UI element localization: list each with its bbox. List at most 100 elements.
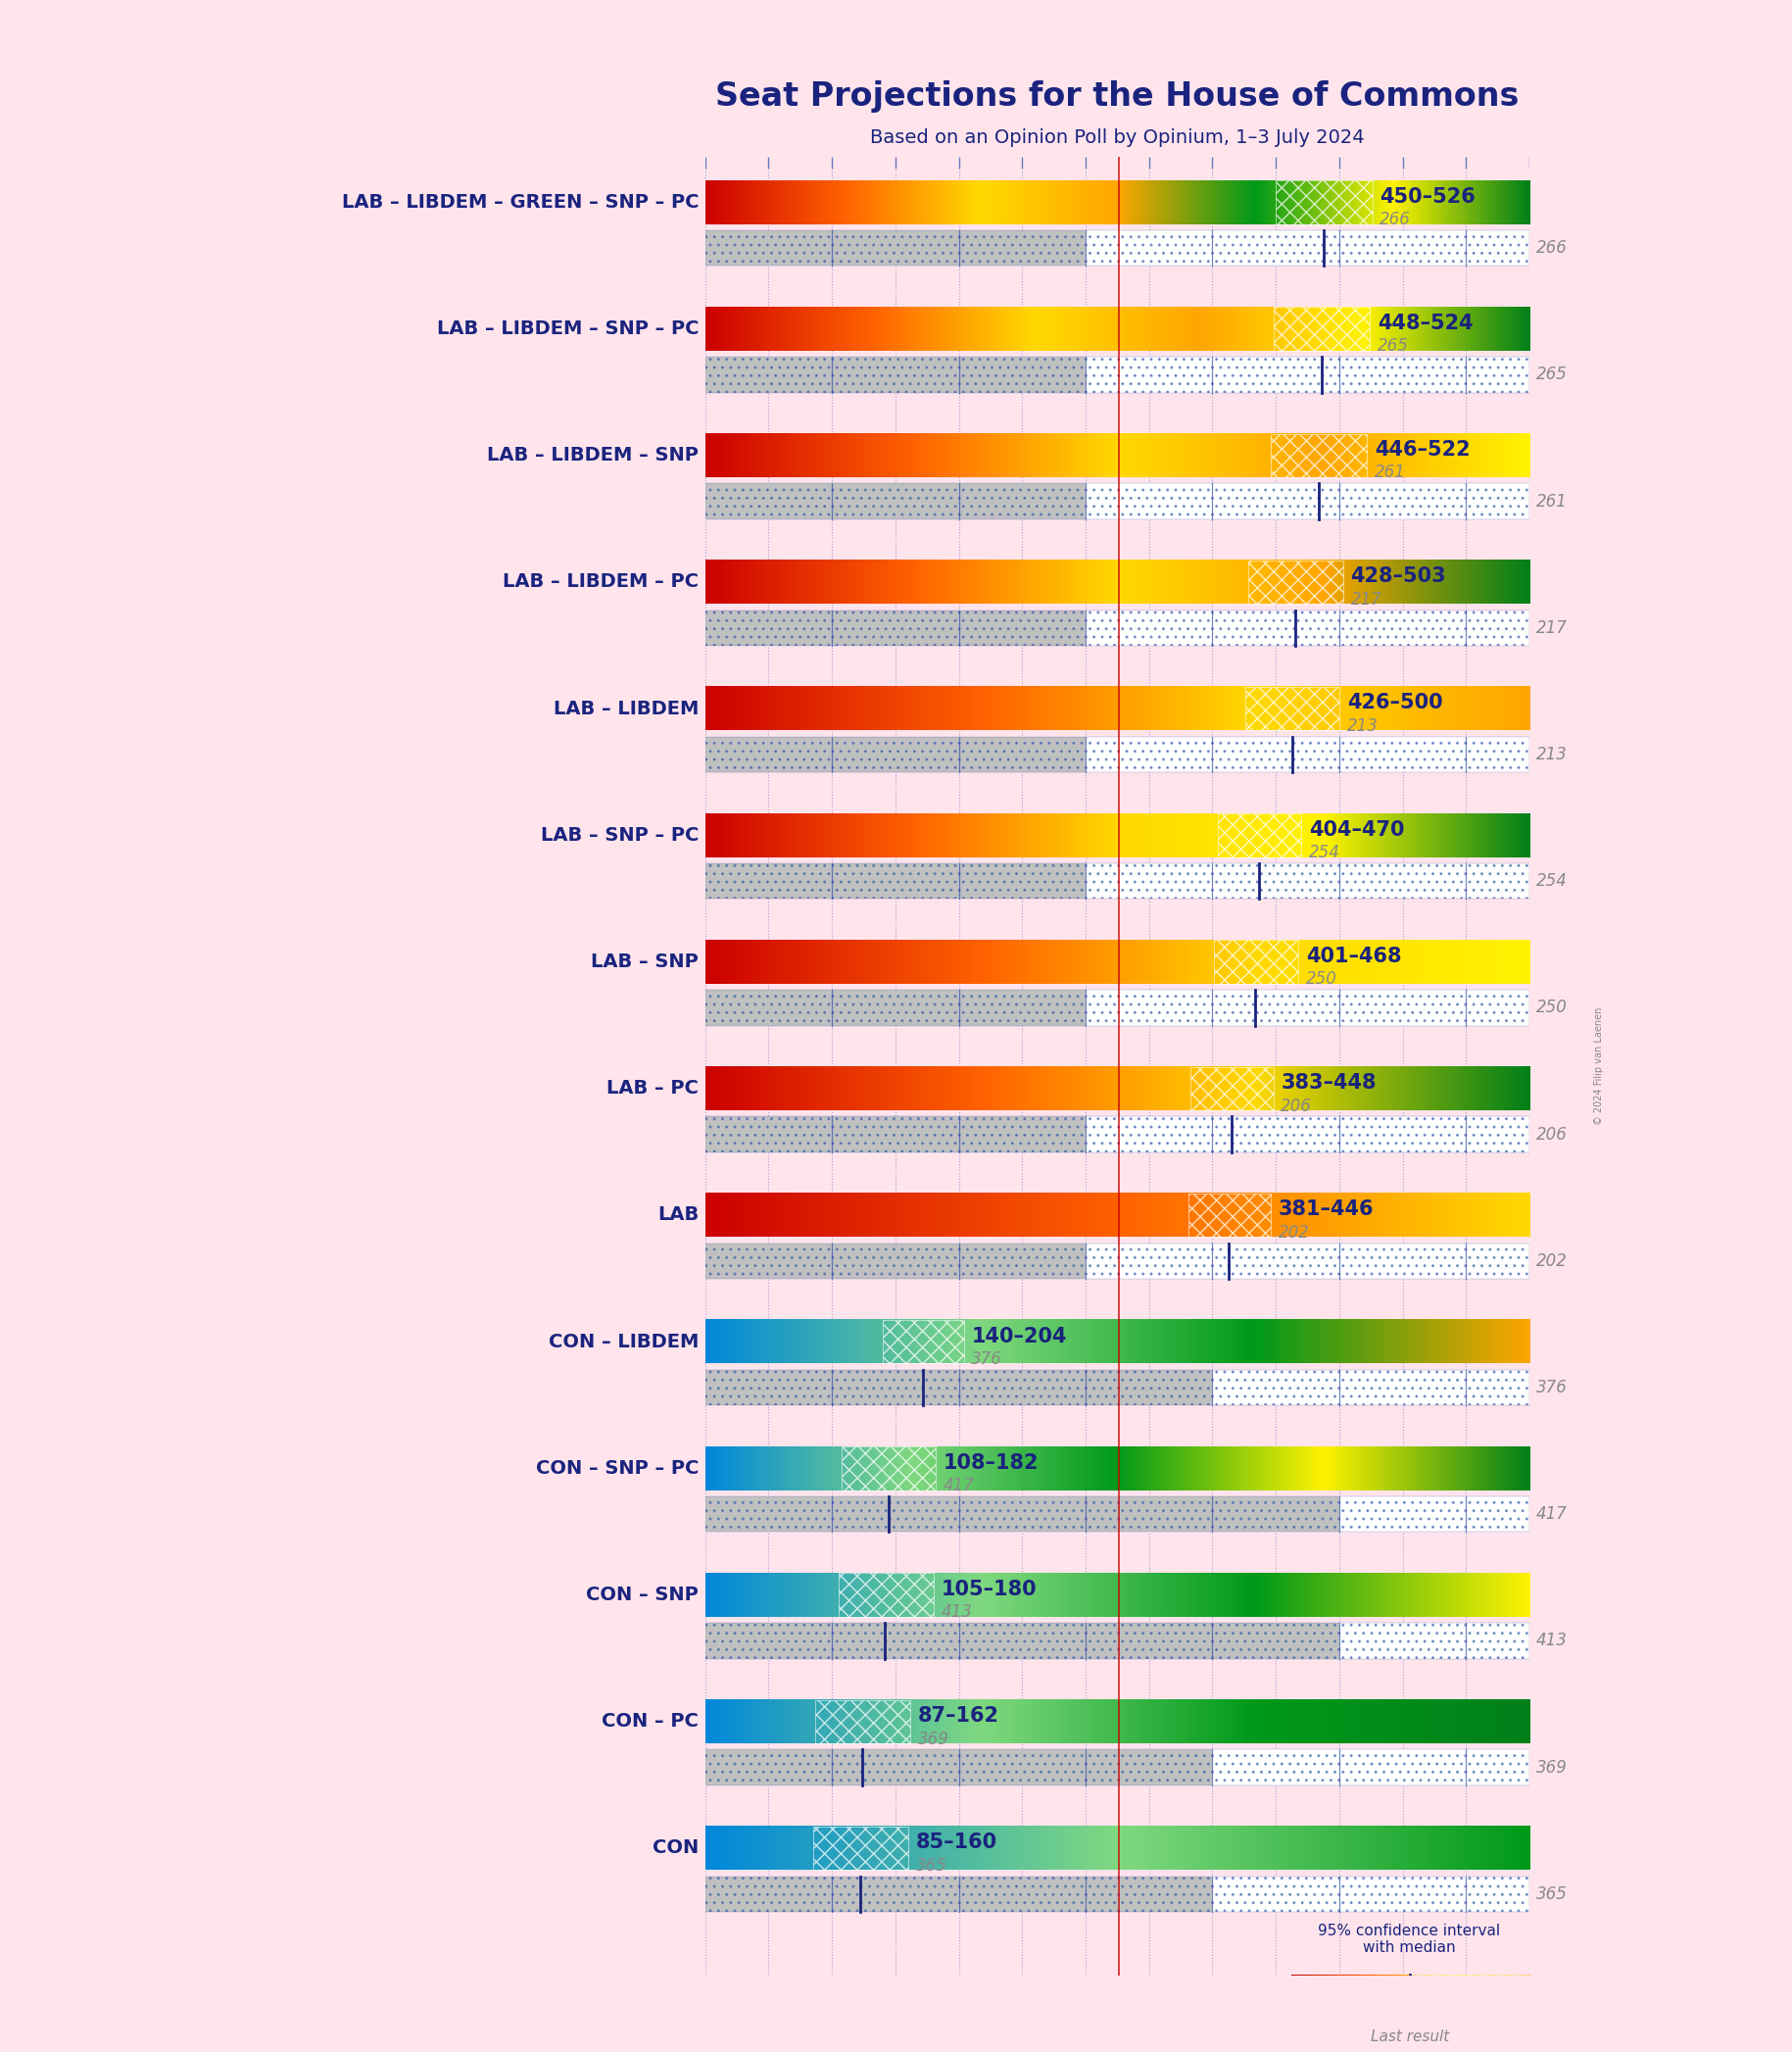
Text: 261: 261 (1536, 492, 1566, 511)
Bar (959, 609, 1086, 646)
Bar (1217, 813, 1301, 858)
Bar (959, 1371, 1086, 1406)
Bar (1339, 1750, 1466, 1785)
Text: 261: 261 (1374, 464, 1407, 482)
Bar (1245, 687, 1339, 731)
Bar (959, 1496, 1086, 1533)
Bar (704, 484, 831, 519)
Text: CON – PC: CON – PC (602, 1711, 699, 1730)
Bar (1339, 1116, 1466, 1151)
Bar (1339, 1244, 1466, 1278)
Bar (1086, 1371, 1213, 1406)
Bar (959, 1876, 1086, 1912)
Bar (1213, 1750, 1339, 1785)
Text: 417: 417 (944, 1477, 975, 1494)
Bar (704, 1876, 831, 1912)
Text: 376: 376 (971, 1350, 1004, 1369)
Bar (831, 1496, 959, 1533)
Bar (839, 1574, 934, 1617)
Text: LAB – LIBDEM: LAB – LIBDEM (554, 700, 699, 718)
Bar (1339, 1496, 1466, 1533)
Bar (1213, 1371, 1339, 1406)
Bar (1339, 737, 1466, 772)
Bar (704, 1371, 831, 1406)
Bar (704, 1244, 1529, 1278)
Text: LAB – LIBDEM – SNP: LAB – LIBDEM – SNP (487, 445, 699, 464)
Bar (704, 737, 831, 772)
Bar (1466, 609, 1529, 646)
Bar (831, 1876, 959, 1912)
Bar (959, 737, 1086, 772)
Bar (1339, 1371, 1466, 1406)
Bar (959, 864, 1086, 899)
Text: 213: 213 (1536, 745, 1566, 763)
Text: 426–500: 426–500 (1348, 694, 1443, 712)
Bar (959, 989, 1086, 1026)
Bar (704, 864, 1529, 899)
Text: 202: 202 (1536, 1252, 1566, 1270)
Bar (831, 230, 959, 267)
Bar (1466, 1623, 1529, 1658)
Bar (1086, 484, 1213, 519)
Text: 95% confidence interval
with median: 95% confidence interval with median (1317, 1923, 1500, 1956)
Bar (704, 1371, 1529, 1406)
Bar (1274, 308, 1369, 351)
Bar (1276, 181, 1373, 224)
Bar (1290, 2001, 1410, 2023)
Bar (1213, 1244, 1339, 1278)
Text: LAB – SNP: LAB – SNP (591, 952, 699, 971)
Bar (1466, 989, 1529, 1026)
Text: 265: 265 (1378, 337, 1409, 355)
Bar (1466, 230, 1529, 267)
Text: LAB – LIBDEM – GREEN – SNP – PC: LAB – LIBDEM – GREEN – SNP – PC (342, 193, 699, 211)
Bar (1188, 1194, 1271, 1237)
Text: 254: 254 (1536, 872, 1566, 891)
Text: 266: 266 (1536, 240, 1566, 256)
Text: 448–524: 448–524 (1378, 314, 1473, 332)
Text: 202: 202 (1278, 1223, 1310, 1241)
Bar (1466, 1496, 1529, 1533)
Text: 108–182: 108–182 (944, 1453, 1039, 1473)
Bar (815, 1699, 910, 1744)
Bar (1086, 609, 1213, 646)
Text: 217: 217 (1536, 620, 1566, 636)
Text: 365: 365 (916, 1857, 946, 1873)
Bar (831, 1750, 959, 1785)
Bar (1466, 1244, 1529, 1278)
Bar (1466, 357, 1529, 392)
Bar (814, 1826, 909, 1869)
Bar (1213, 609, 1339, 646)
Bar (831, 1371, 959, 1406)
Text: 446–522: 446–522 (1374, 439, 1471, 460)
Text: 413: 413 (1536, 1631, 1566, 1650)
Bar (1466, 484, 1529, 519)
Bar (959, 230, 1086, 267)
Text: 381–446: 381–446 (1278, 1200, 1374, 1219)
Bar (1339, 864, 1466, 899)
Text: 105–180: 105–180 (941, 1580, 1036, 1599)
Text: 265: 265 (1536, 365, 1566, 384)
Bar (704, 1244, 831, 1278)
Bar (1086, 357, 1213, 392)
Bar (831, 989, 959, 1026)
Bar (704, 989, 1529, 1026)
Text: Last result: Last result (1371, 2029, 1450, 2044)
Bar (1339, 484, 1466, 519)
Text: 213: 213 (1348, 718, 1378, 735)
Bar (1339, 989, 1466, 1026)
Bar (1466, 1371, 1529, 1406)
Bar (831, 737, 959, 772)
Bar (1213, 989, 1339, 1026)
Bar (704, 609, 1529, 646)
Text: LAB – LIBDEM – SNP – PC: LAB – LIBDEM – SNP – PC (437, 320, 699, 339)
Text: 365: 365 (1536, 1886, 1566, 1902)
Text: 254: 254 (1308, 843, 1340, 862)
Text: 369: 369 (1536, 1759, 1566, 1777)
Text: 383–448: 383–448 (1281, 1073, 1376, 1094)
Bar (1086, 1876, 1213, 1912)
Text: 369: 369 (918, 1730, 950, 1748)
Bar (1466, 1876, 1529, 1912)
Text: 413: 413 (941, 1603, 973, 1621)
Bar (704, 989, 831, 1026)
Bar (1086, 1496, 1213, 1533)
